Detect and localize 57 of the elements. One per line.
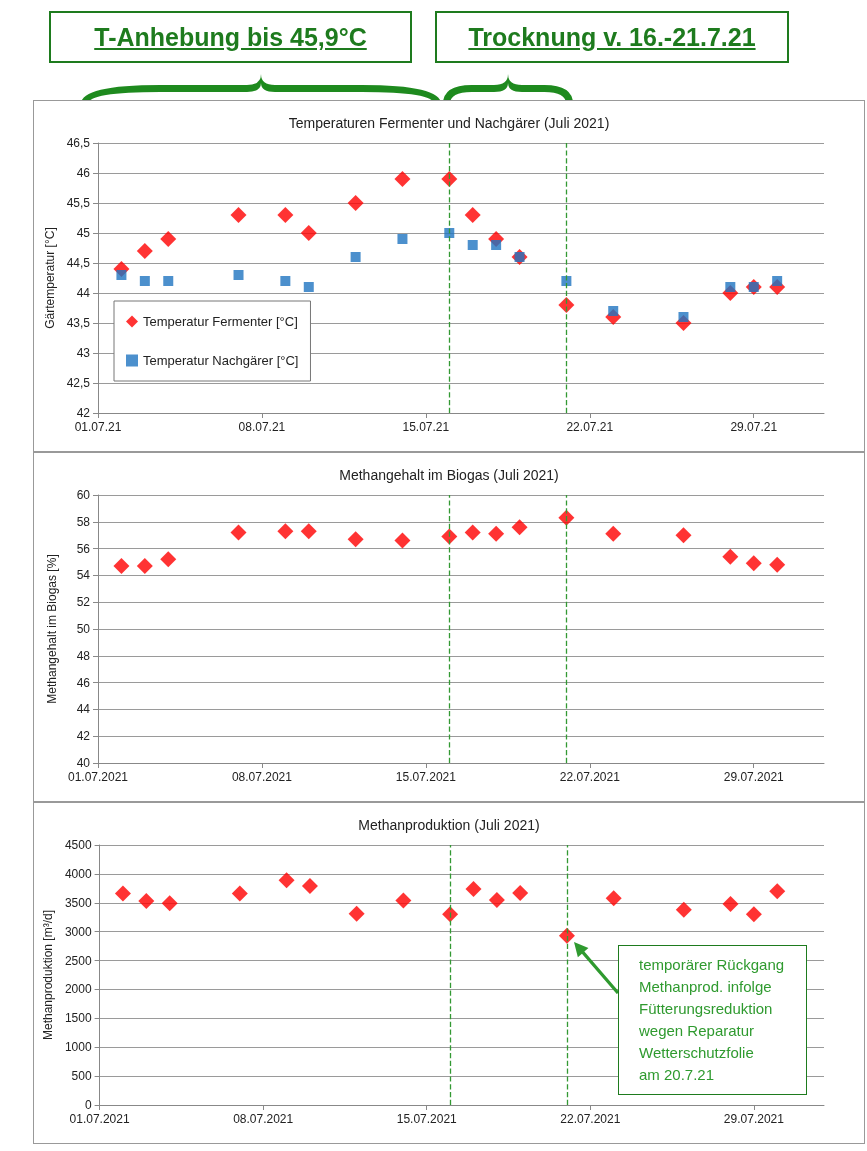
y-tick-label: 4500 [64, 838, 92, 852]
x-tick-label: 29.07.2021 [723, 1112, 785, 1126]
x-tick-label: 29.07.21 [730, 420, 778, 434]
y-tick-label: 46 [76, 166, 91, 180]
x-tick-label: 08.07.2021 [231, 770, 293, 784]
y-tick-label: 44 [76, 702, 91, 717]
y-tick-label: 46,5 [66, 136, 91, 150]
y-axis-title: Methangehalt im Biogas [%] [45, 554, 59, 704]
x-tick-label: 15.07.2021 [395, 770, 457, 784]
legend-label: Temperatur Nachgärer [°C] [143, 353, 299, 368]
y-tick-label: 42,5 [66, 376, 91, 390]
x-tick-label: 01.07.21 [74, 420, 122, 434]
x-tick-label: 22.07.2021 [559, 770, 621, 784]
y-tick-label: 48 [76, 648, 91, 663]
y-tick-label: 60 [76, 488, 91, 502]
y-tick-label: 3000 [64, 924, 92, 939]
y-tick-label: 2500 [64, 953, 92, 968]
y-tick-label: 500 [71, 1069, 92, 1084]
chart-title: Temperaturen Fermenter und Nachgärer (Juli 2021) [288, 115, 610, 131]
y-tick-label: 3500 [64, 895, 92, 910]
text: T-Anhebung bis 45,9°C [94, 22, 367, 52]
x-tick-label: 22.07.2021 [560, 1112, 621, 1126]
x-tick-label: 15.07.21 [402, 420, 450, 434]
y-tick-label: 58 [76, 514, 91, 529]
y-tick-label: 44,5 [66, 256, 91, 270]
annotation: temporärer Rückgang Methanprod. infolge Fütterungsreduktion wegen Reparatur Wetterschutzfolie am 20.7.21 [618, 945, 808, 1095]
y-tick-label: 56 [76, 541, 91, 556]
y-tick-label: 0 [84, 1098, 92, 1112]
y-tick-label: 2000 [64, 982, 92, 997]
y-tick-label: 4000 [64, 866, 92, 881]
y-tick-label: 43 [76, 346, 91, 360]
y-tick-label: 43,5 [66, 316, 91, 330]
chart-title: Methanproduktion (Juli 2021) [358, 817, 540, 833]
y-tick-label: 42 [76, 406, 91, 420]
x-tick-label: 01.07.2021 [67, 770, 129, 784]
text: Trocknung v. 16.-21.7.21 [468, 22, 756, 52]
y-tick-label: 46 [76, 675, 91, 690]
y-axis-title: Gärtemperatur [°C] [42, 227, 57, 329]
y-tick-label: 54 [76, 568, 91, 583]
y-tick-label: 40 [76, 756, 91, 770]
y-tick-label: 1500 [64, 1011, 92, 1026]
y-tick-label: 45,5 [66, 196, 91, 210]
y-tick-label: 42 [76, 729, 91, 744]
x-tick-label: 15.07.2021 [396, 1112, 458, 1126]
y-tick-label: 52 [76, 595, 91, 610]
x-tick-label: 08.07.21 [238, 420, 286, 434]
x-tick-label: 01.07.2021 [69, 1112, 130, 1126]
legend-label: Temperatur Fermenter [°C] [143, 314, 298, 329]
y-tick-label: 50 [76, 622, 91, 636]
y-tick-label: 44 [76, 286, 91, 300]
x-tick-label: 29.07.2021 [723, 770, 785, 784]
y-axis-title: Methanproduktion [m³/d] [41, 909, 55, 1041]
chart-title: Methangehalt im Biogas (Juli 2021) [339, 467, 559, 483]
x-tick-label: 22.07.21 [566, 420, 614, 434]
x-tick-label: 08.07.2021 [233, 1112, 294, 1126]
y-tick-label: 1000 [64, 1040, 92, 1055]
y-tick-label: 45 [76, 226, 91, 240]
